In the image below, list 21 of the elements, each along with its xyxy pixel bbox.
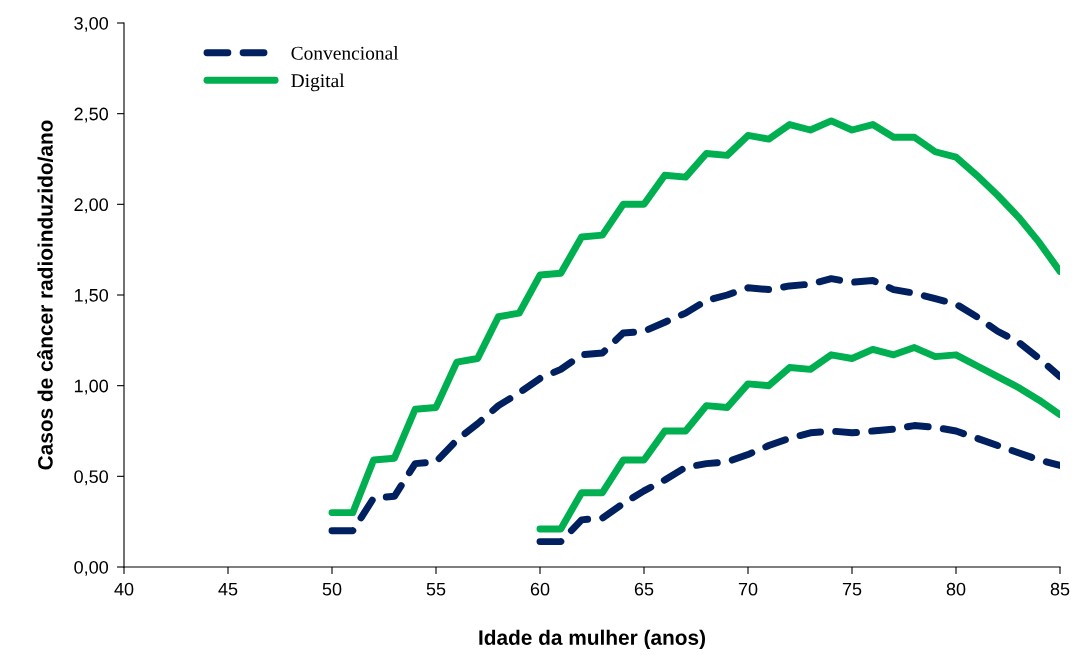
x-axis-title: Idade da mulher (anos) xyxy=(479,629,705,650)
x-tick-label: 60 xyxy=(530,582,550,596)
y-axis-title: Casos de câncer radioinduzido/ano xyxy=(37,120,54,470)
x-tick-label: 80 xyxy=(946,582,966,596)
x-tick-label: 55 xyxy=(426,582,446,596)
legend-label: Digital xyxy=(291,73,345,92)
y-tick-label: 2,00 xyxy=(74,198,109,214)
x-tick-label: 70 xyxy=(738,582,758,596)
x-tick-label: 50 xyxy=(322,582,342,596)
x-tick-label: 40 xyxy=(114,582,134,596)
y-tick-label: 3,00 xyxy=(74,16,109,32)
y-tick-label: 2,50 xyxy=(74,107,109,123)
x-tick-label: 85 xyxy=(1050,582,1070,596)
x-tick-label: 45 xyxy=(218,582,238,596)
legend-label: Convencional xyxy=(291,46,399,60)
y-tick-label: 1,00 xyxy=(74,379,109,395)
x-tick-label: 75 xyxy=(842,582,862,596)
x-tick-label: 65 xyxy=(634,582,654,596)
y-tick-label: 1,50 xyxy=(74,288,109,304)
y-tick-label: 0,50 xyxy=(74,470,109,486)
y-tick-label: 0,00 xyxy=(74,560,109,576)
